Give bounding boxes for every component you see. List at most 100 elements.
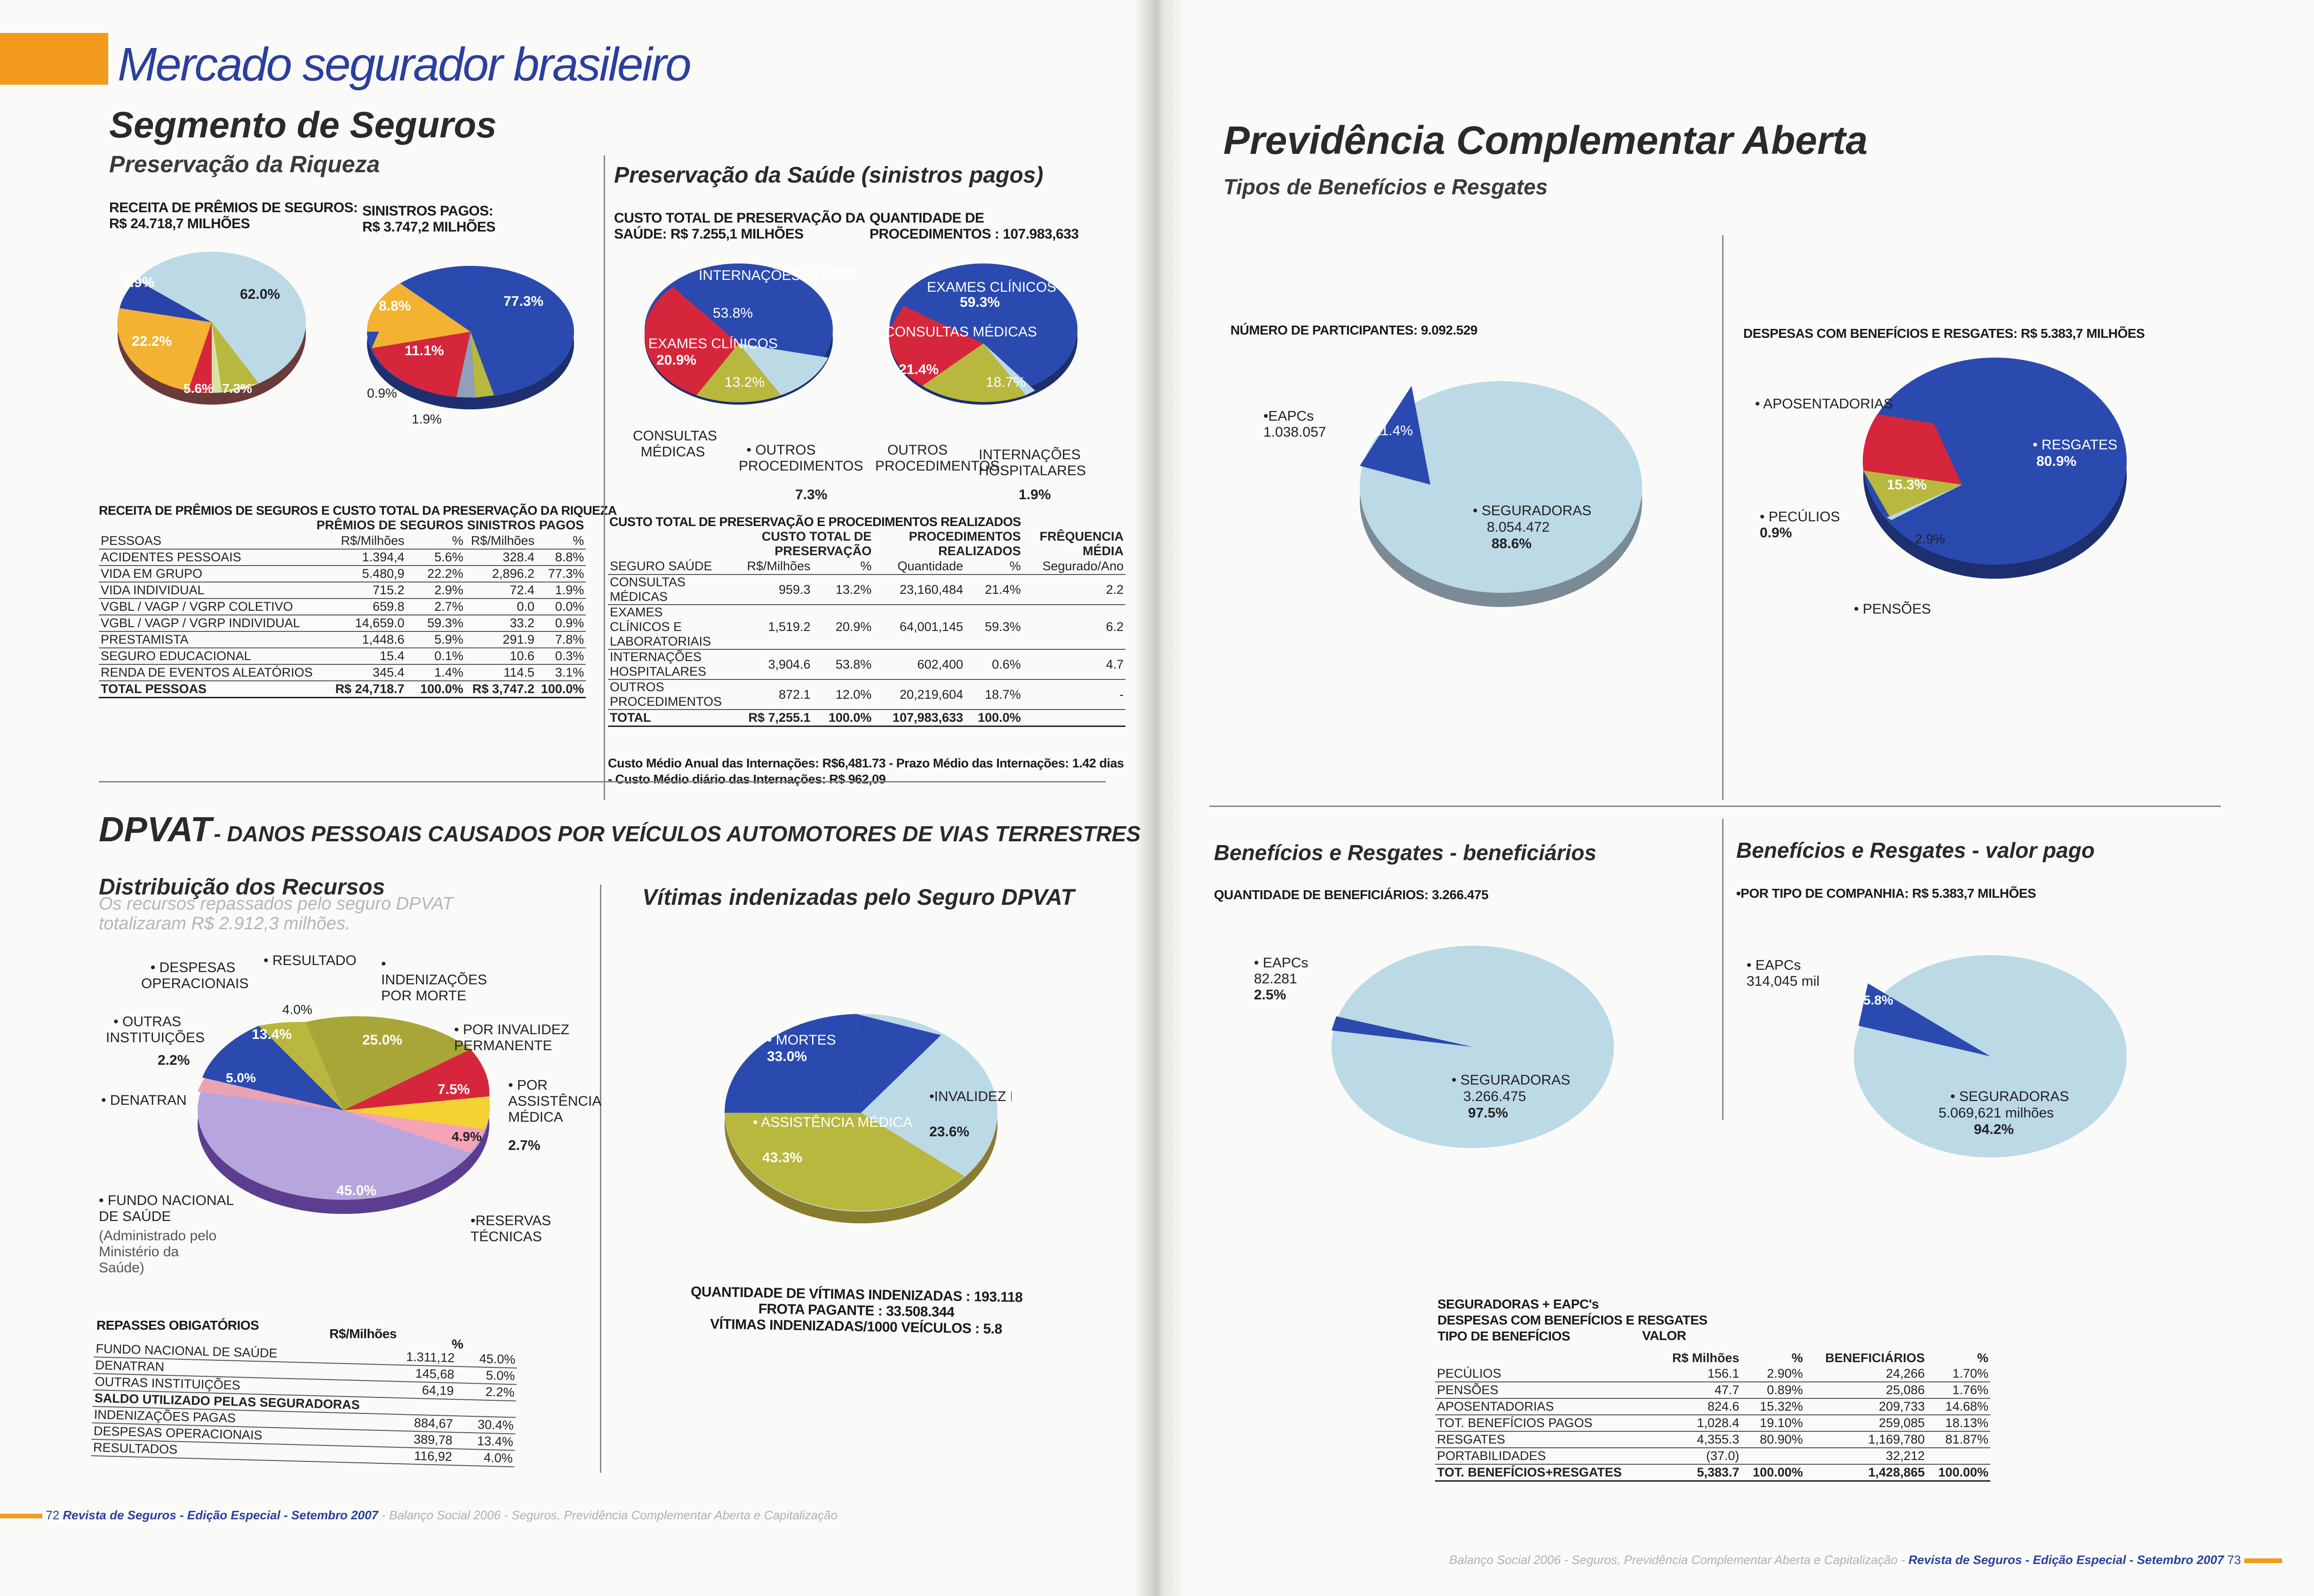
dpvat-fundo-note: (Administrado pelo Ministério da Saúde): [99, 1228, 217, 1276]
dist-subtitle: Os recursos repassados pelo seguro DPVAT…: [99, 894, 454, 934]
pie-distribuicao-recursos: 13.4% 4.0% 25.0% 5.0% 7.5% 4.9% 45.0%: [198, 1002, 490, 1214]
dpvat-outras-pct: 2.2%: [158, 1053, 190, 1068]
svg-text:45.0%: 45.0%: [336, 1183, 376, 1198]
pie-receita-premios: 2.9% 62.0% 22.2% 5.6% 7.3%: [117, 252, 306, 405]
table-total: TOTAL PESSOAS R$ 24,718.7 100.0% R$ 3,747.2…: [99, 681, 586, 698]
pie-procedimentos: EXAMES CLÍNICOS 59.3% CONSULTAS MÉDICAS …: [885, 263, 1077, 405]
table-row: TOT. BENEFÍCIOS PAGOS 1,028.4 19.10% 259,08…: [1435, 1415, 1990, 1432]
svg-text:59.3%: 59.3%: [960, 295, 1000, 310]
table-row: VGBL / VAGP / VGRP INDIVIDUAL 14,659.0 59.…: [99, 615, 586, 632]
dist-heading: Distribuição dos Recursos: [99, 875, 385, 900]
svg-text:33.0%: 33.0%: [767, 1049, 807, 1064]
table-row: EXAMES CLÍNICOS E LABORATORIAIS 1,519.2 20…: [608, 605, 1125, 650]
dpvat-invalidez-label: • POR INVALIDEZ PERMANENTE: [454, 1022, 569, 1053]
right-divider-top: [1722, 235, 1724, 800]
right-section-divider: [1209, 806, 2221, 807]
proc-internacoes-label: INTERNAÇÕES HOSPITALARES: [979, 447, 1086, 479]
prev-table-h-valor: VALOR: [1642, 1328, 1686, 1343]
svg-text:5.6%: 5.6%: [184, 381, 214, 396]
riqueza-table: PRÊMIOS DE SEGUROS SINISTROS PAGOS PESSOA…: [99, 518, 586, 698]
svg-text:15.3%: 15.3%: [1887, 477, 1927, 493]
svg-text:2.9%: 2.9%: [122, 275, 154, 290]
dpvat-resultado-label: • RESULTADO: [263, 953, 357, 968]
proc-outros-label: OUTROS PROCEDIMENTOS: [875, 442, 1000, 474]
table-row: VIDA INDIVIDUAL 715.2 2.9% 72.4 1.9%: [99, 582, 586, 599]
pie-sinistros-pagos: 8.8% 77.3% 11.1% 0.9% 1.9%: [367, 266, 574, 426]
svg-text:INTERNAÇÕES HOSPITALARES: INTERNAÇÕES HOSPITALARES: [699, 267, 856, 283]
valor-pago-eapc: • EAPCs 314,045 mil: [1747, 958, 1820, 989]
svg-text:• SEGURADORAS: • SEGURADORAS: [1452, 1072, 1570, 1088]
svg-text:5.8%: 5.8%: [1863, 993, 1893, 1007]
svg-text:8.054.472: 8.054.472: [1487, 519, 1549, 535]
svg-text:1.9%: 1.9%: [412, 412, 442, 426]
svg-text:7.5%: 7.5%: [438, 1082, 470, 1097]
table-row: APOSENTADORIAS 824.6 15.32% 209,733 14.68%: [1435, 1398, 1990, 1415]
svg-text:4.0%: 4.0%: [282, 1002, 312, 1017]
saude-heading: Preservação da Saúde (sinistros pagos): [614, 163, 1044, 188]
table-row: VIDA EM GRUPO 5.480,9 22.2% 2,896.2 77.3%: [99, 566, 586, 583]
riqueza-table-title: RECEITA DE PRÊMIOS DE SEGUROS E CUSTO TO…: [99, 503, 617, 518]
table-row: INTERNAÇÕES HOSPITALARES 3,904.6 53.8% 602,…: [608, 649, 1125, 680]
dpvat-indenizacoes-label: • INDENIZAÇÕES POR MORTE: [381, 956, 487, 1004]
svg-text:• SEGURADORAS: • SEGURADORAS: [1473, 503, 1591, 519]
table-row: ACIDENTES PESSOAIS 1.394,4 5.6% 328.4 8.8%: [99, 549, 586, 566]
repasses-h-pct: %: [452, 1337, 463, 1351]
despesas-label: DESPESAS COM BENEFÍCIOS E RESGATES: R$ 5…: [1743, 326, 2145, 341]
svg-text:EXAMES CLÍNICOS: EXAMES CLÍNICOS: [927, 279, 1056, 295]
despesas-peculios: • PECÚLIOS 0.9%: [1760, 509, 1840, 541]
dpvat-assistencia-label: • POR ASSISTÊNCIA MÉDICA: [508, 1077, 601, 1125]
saude-outros-label: • OUTROS PROCEDIMENTOS: [739, 442, 863, 474]
segment-title: Segmento de Seguros: [109, 104, 497, 145]
saude-consultas-label: CONSULTAS MÉDICAS: [633, 428, 717, 460]
saude-outros-pct: 7.3%: [795, 487, 828, 503]
right-footer: Balanço Social 2006 - Seguros, Previdênc…: [1449, 1553, 2282, 1567]
table-row: RENDA DE EVENTOS ALEATÓRIOS 345.4 1.4% 114.…: [99, 664, 586, 681]
table-row: RESGATES 4,355.3 80.90% 1,169,780 81.87%: [1435, 1431, 1990, 1448]
orange-tab: [0, 33, 108, 85]
svg-text:0.9%: 0.9%: [367, 386, 397, 400]
repasses-table: FUNDO NACIONAL DE SAÚDE 1.311,12 45.0% DEN…: [91, 1341, 518, 1467]
sinistros-label: SINISTROS PAGOS: R$ 3.747,2 MILHÕES: [362, 203, 495, 235]
right-divider-bottom: [1722, 819, 1724, 1120]
vitimas-heading: Vítimas indenizadas pelo Seguro DPVAT: [642, 885, 1075, 910]
saude-note: Custo Médio Anual das Internações: R$6,4…: [608, 756, 1124, 786]
table-row: OUTROS PROCEDIMENTOS 872.1 12.0% 20,219,604…: [608, 679, 1125, 710]
svg-text:2.9%: 2.9%: [1915, 532, 1945, 546]
svg-text:11.4%: 11.4%: [1374, 423, 1413, 439]
svg-text:• ASSISTÊNCIA MÉDICA: • ASSISTÊNCIA MÉDICA: [753, 1115, 912, 1130]
svg-text:EXAMES CLÍNICOS: EXAMES CLÍNICOS: [648, 336, 778, 351]
svg-text:5.0%: 5.0%: [226, 1070, 256, 1085]
svg-text:CONSULTAS MÉDICAS: CONSULTAS MÉDICAS: [885, 324, 1037, 340]
valor-pago-label: •POR TIPO DE COMPANHIA: R$ 5.383,7 MILHÕ…: [1736, 886, 2036, 901]
table-total: TOTAL R$ 7,255.1 100.0% 107,983,633 100.0%: [608, 710, 1125, 727]
section-title: Mercado segurador brasileiro: [118, 38, 692, 91]
svg-text:20.9%: 20.9%: [656, 352, 696, 368]
svg-text:80.9%: 80.9%: [2036, 454, 2076, 469]
repasses-h-val: R$/Milhões: [329, 1326, 397, 1341]
pie-valor-pago: 5.8% • SEGURADORAS 5.069,621 milhões 94.…: [1854, 955, 2127, 1157]
svg-text:5.069,621 milhões: 5.069,621 milhões: [1939, 1105, 2054, 1121]
saude-table-title: CUSTO TOTAL DE PRESERVAÇÃO E PROCEDIMENT…: [609, 515, 1021, 529]
svg-text:• RESGATES: • RESGATES: [2033, 437, 2117, 453]
book-gutter: [1134, 0, 1186, 1596]
proc-internacoes-pct: 1.9%: [1019, 487, 1051, 503]
svg-text:11.1%: 11.1%: [405, 343, 444, 359]
dpvat-denatran-label: • DENATRAN: [101, 1093, 187, 1108]
saude-table: CUSTO TOTAL DE PRESERVAÇÃO PROCEDIMENTOS …: [608, 529, 1125, 727]
svg-text:43.3%: 43.3%: [762, 1150, 802, 1165]
right-page: [1167, 0, 2314, 1596]
svg-text:22.2%: 22.2%: [132, 334, 172, 349]
column-divider: [604, 155, 605, 800]
receita-label: RECEITA DE PRÊMIOS DE SEGUROS: R$ 24.718…: [109, 200, 358, 231]
svg-text:88.6%: 88.6%: [1492, 536, 1532, 551]
beneficiarios-heading: Benefícios e Resgates - beneficiários: [1214, 840, 1596, 865]
dpvat-fundo-label: • FUNDO NACIONAL DE SAÚDE: [99, 1193, 234, 1224]
riqueza-heading: Preservação da Riqueza: [109, 151, 380, 177]
previdencia-title: Previdência Complementar Aberta: [1223, 118, 1868, 162]
svg-text:77.3%: 77.3%: [503, 294, 543, 309]
svg-text:13.2%: 13.2%: [725, 375, 765, 390]
svg-text:97.5%: 97.5%: [1468, 1105, 1508, 1121]
beneficiarios-eapc: • EAPCs 82.281 2.5%: [1254, 955, 1309, 1003]
svg-text:7.3%: 7.3%: [222, 381, 252, 396]
valor-pago-heading: Benefícios e Resgates - valor pago: [1736, 838, 2095, 862]
